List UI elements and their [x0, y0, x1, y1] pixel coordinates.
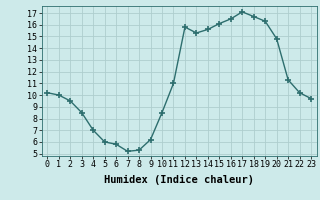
X-axis label: Humidex (Indice chaleur): Humidex (Indice chaleur): [104, 175, 254, 185]
